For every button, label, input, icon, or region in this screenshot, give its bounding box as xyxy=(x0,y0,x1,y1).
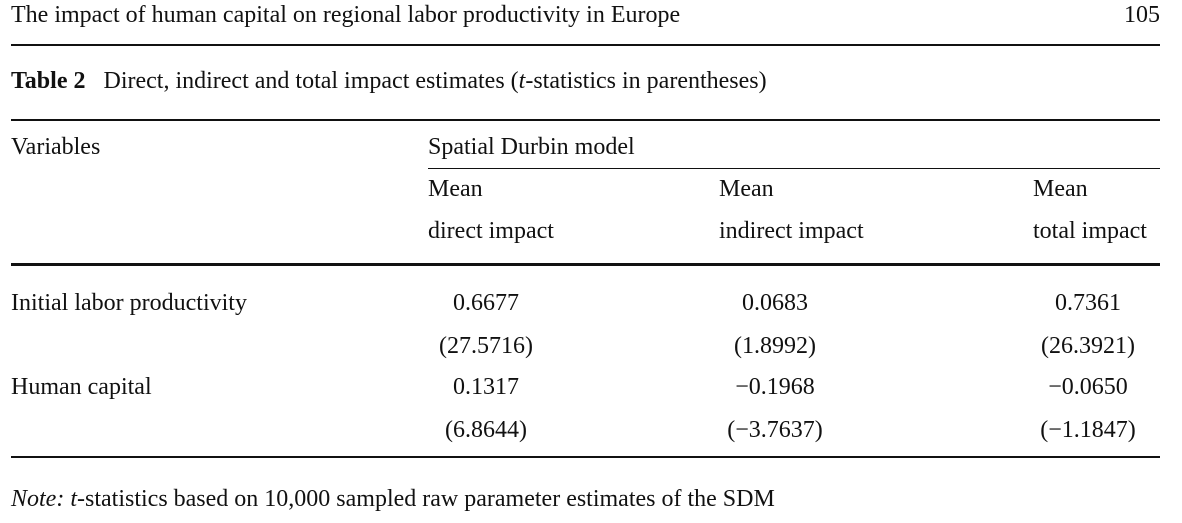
note-text: -statistics based on 10,000 sampled raw … xyxy=(77,486,775,512)
row-label-human-capital: Human capital xyxy=(11,374,152,400)
caption-t-symbol: t xyxy=(518,68,526,94)
header-bottom-rule xyxy=(11,263,1160,266)
variables-header: Variables xyxy=(11,134,101,160)
caption-text-pre: Direct, indirect and total impact estima… xyxy=(103,68,519,94)
cell-value: −0.1968 xyxy=(735,374,815,400)
caption-text-post: -statistics in parentheses) xyxy=(525,68,767,94)
cell-tstat: (6.8644) xyxy=(445,417,527,443)
col-indirect-line2: indirect impact xyxy=(719,218,864,244)
model-header-rule xyxy=(428,168,1160,169)
cell-tstat: (−1.1847) xyxy=(1040,417,1136,443)
cell-value: 0.7361 xyxy=(1055,290,1121,316)
note-label: Note: xyxy=(11,486,65,512)
table-note: Note: t-statistics based on 10,000 sampl… xyxy=(11,486,775,513)
col-direct-line1: Mean xyxy=(428,176,483,202)
model-header: Spatial Durbin model xyxy=(428,134,635,160)
col-direct-line2: direct impact xyxy=(428,218,554,244)
col-indirect-line1: Mean xyxy=(719,176,774,202)
cell-tstat: (1.8992) xyxy=(734,333,816,359)
table-bottom-rule xyxy=(11,456,1160,458)
col-total-line1: Mean xyxy=(1033,176,1088,202)
table-caption: Table 2 Direct, indirect and total impact… xyxy=(11,68,767,95)
running-title: The impact of human capital on regional … xyxy=(11,2,681,28)
cell-tstat: (26.3921) xyxy=(1041,333,1135,359)
header-rule xyxy=(11,44,1160,46)
cell-tstat: (−3.7637) xyxy=(727,417,823,443)
cell-value: 0.1317 xyxy=(453,374,519,400)
cell-value: 0.0683 xyxy=(742,290,808,316)
cell-value: 0.6677 xyxy=(453,290,519,316)
cell-value: −0.0650 xyxy=(1048,374,1128,400)
cell-tstat: (27.5716) xyxy=(439,333,533,359)
page-number: 105 xyxy=(1124,2,1160,28)
table-label: Table 2 xyxy=(11,68,86,94)
note-t-symbol: t xyxy=(70,486,77,512)
table-top-rule xyxy=(11,119,1160,121)
row-label-initial-labor-productivity: Initial labor productivity xyxy=(11,290,247,316)
col-total-line2: total impact xyxy=(1033,218,1147,244)
